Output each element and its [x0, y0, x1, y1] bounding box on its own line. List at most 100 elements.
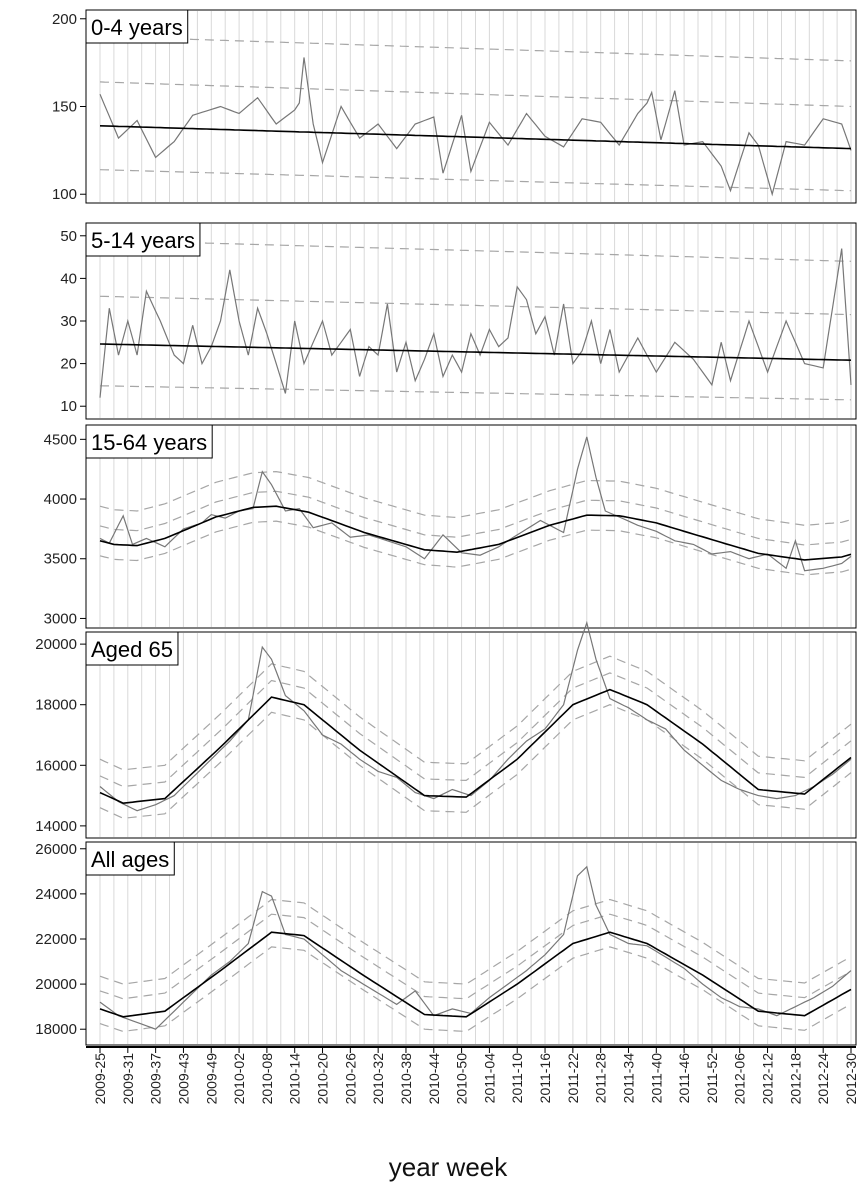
x-tick-label: 2010-44	[426, 1053, 442, 1105]
y-tick-label: 20000	[35, 976, 77, 993]
x-tick-label: 2011-28	[593, 1053, 609, 1104]
y-tick-label: 3000	[44, 610, 77, 627]
x-tick-label: 2009-25	[92, 1053, 108, 1105]
threshold-bands	[99, 239, 852, 401]
y-tick-label: 50	[60, 228, 77, 245]
x-tick-label: 2011-16	[537, 1053, 553, 1104]
threshold-band	[99, 470, 852, 526]
observed-series	[99, 865, 852, 1030]
threshold-band	[99, 672, 852, 788]
panel-title: 15-64 years	[91, 430, 207, 455]
y-tick-label: 20	[60, 356, 77, 373]
x-tick-label: 2011-40	[648, 1053, 664, 1104]
threshold-band	[99, 81, 852, 108]
panel-title: 5-14 years	[91, 228, 195, 253]
y-tick-label: 4500	[44, 431, 77, 448]
observed-series	[99, 248, 852, 398]
x-tick-label: 2011-04	[481, 1053, 497, 1104]
x-tick-label: 2010-20	[315, 1053, 331, 1105]
x-tick-label: 2010-32	[370, 1053, 386, 1105]
gridlines	[99, 224, 852, 418]
threshold-bands	[99, 35, 852, 192]
x-tick-label: 2011-46	[676, 1053, 692, 1104]
panel-frame	[85, 841, 857, 1046]
threshold-bands	[99, 470, 852, 576]
y-tick-label: 18000	[35, 697, 77, 714]
threshold-band	[99, 295, 852, 316]
threshold-band	[99, 385, 852, 401]
panel-3: 3000 3500 4000 4500 15-64 years	[44, 424, 857, 629]
panel-4: 14000 16000 18000 20000 Aged 65	[35, 620, 857, 839]
y-tick-label: 100	[52, 186, 77, 203]
x-tick-label: 2010-50	[454, 1053, 470, 1105]
panel-frame	[85, 9, 857, 204]
y-tick-label: 10	[60, 398, 77, 415]
x-axis-label: year week	[389, 1152, 508, 1182]
panel-1: 100 150 200 0-4 years	[52, 9, 857, 204]
x-tick-label: 2012-12	[760, 1053, 776, 1105]
observed-series	[99, 620, 852, 812]
observed-series	[99, 436, 852, 572]
y-tick-label: 16000	[35, 757, 77, 774]
x-tick-label: 2011-10	[509, 1053, 525, 1104]
x-tick-label: 2009-43	[175, 1053, 191, 1105]
threshold-band	[99, 655, 852, 771]
baseline-series	[99, 343, 852, 361]
y-tick-label: 14000	[35, 818, 77, 835]
gridlines	[99, 426, 852, 627]
y-tick-label: 26000	[35, 841, 77, 858]
panel-title-box	[85, 424, 213, 459]
threshold-band	[99, 520, 852, 576]
baseline-series	[99, 688, 852, 805]
x-tick-label: 2012-18	[787, 1053, 803, 1105]
y-tick-label: 200	[52, 11, 77, 28]
threshold-band	[99, 490, 852, 546]
panel-5: 18000 20000 22000 24000 26000 All ages	[35, 841, 857, 1046]
threshold-band	[99, 946, 852, 1033]
x-tick-label: 2011-52	[704, 1053, 720, 1104]
panel-frame	[85, 631, 857, 839]
x-tick-label: 2012-30	[843, 1053, 859, 1105]
baseline-series	[99, 125, 852, 150]
y-tick-label: 22000	[35, 931, 77, 948]
baseline-series	[99, 505, 852, 561]
panel-title-box	[85, 222, 201, 257]
x-tick-label: 2012-06	[732, 1053, 748, 1105]
gridlines	[99, 633, 852, 837]
chart-panels: 100 150 200 0-4 years 10 20 30 40 50 5-14 years 30…	[35, 9, 857, 1046]
x-tick-label: 2009-49	[203, 1053, 219, 1105]
x-tick-label: 2010-02	[231, 1053, 247, 1105]
threshold-band	[99, 35, 852, 62]
observed-series	[99, 57, 852, 197]
x-tick-label: 2010-08	[259, 1053, 275, 1105]
x-tick-label: 2012-24	[815, 1053, 831, 1105]
x-tick-label: 2010-38	[398, 1053, 414, 1105]
threshold-band	[99, 913, 852, 1000]
panel-frame	[85, 222, 857, 420]
x-tick-label: 2011-34	[621, 1053, 637, 1104]
panel-title: All ages	[91, 847, 169, 872]
y-tick-label: 30	[60, 313, 77, 330]
threshold-band	[99, 704, 852, 819]
panel-2: 10 20 30 40 50 5-14 years	[60, 222, 857, 420]
x-tick-label: 2009-37	[148, 1053, 164, 1105]
y-tick-label: 3500	[44, 551, 77, 568]
panel-title: Aged 65	[91, 637, 173, 662]
threshold-band	[99, 239, 852, 262]
panel-title-box	[85, 631, 179, 666]
baseline-series	[99, 931, 852, 1018]
threshold-band	[99, 169, 852, 192]
x-tick-label: 2009-31	[120, 1053, 136, 1105]
panel-title-box	[85, 841, 175, 876]
y-tick-label: 24000	[35, 886, 77, 903]
x-tick-label: 2011-22	[565, 1053, 581, 1104]
y-tick-label: 20000	[35, 636, 77, 653]
y-tick-label: 40	[60, 270, 77, 287]
y-tick-label: 150	[52, 99, 77, 116]
y-tick-label: 18000	[35, 1021, 77, 1038]
threshold-bands	[99, 898, 852, 1033]
panel-title-box	[85, 9, 189, 44]
y-tick-label: 4000	[44, 491, 77, 508]
panel-frame	[85, 424, 857, 629]
